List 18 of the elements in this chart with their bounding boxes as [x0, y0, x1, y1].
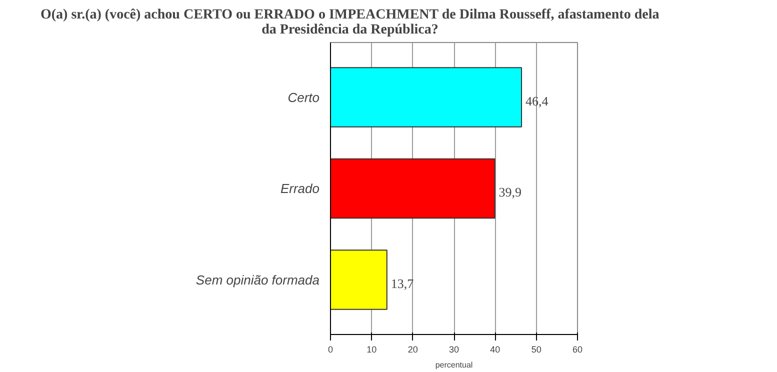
y-tick-label: Sem opinião formada — [196, 272, 320, 288]
bar — [330, 250, 388, 310]
x-tick-label: 0 — [328, 344, 334, 354]
x-tick-label: 10 — [366, 344, 377, 354]
data-label: 13,7 — [390, 276, 414, 291]
x-tick-label: 30 — [448, 344, 460, 354]
x-tick-label: 40 — [490, 344, 500, 354]
x-axis-title: percentual — [435, 360, 473, 370]
x-tick-label: 50 — [531, 344, 542, 354]
x-tick-label: 20 — [408, 344, 418, 354]
bar — [330, 67, 522, 128]
data-label: 46,4 — [526, 93, 549, 108]
y-tick-label: Errado — [280, 181, 320, 196]
y-tick-label: Certo — [288, 90, 320, 105]
bar — [330, 158, 496, 219]
x-tick-label: 60 — [572, 344, 583, 354]
data-label: 39,9 — [498, 184, 522, 200]
chart-title: O(a) sr.(a) (você) achou CERTO ou ERRADO o IMPEACHMENT de Dilma Rousseff, afastamento dela da Presidência da República? — [40, 8, 660, 38]
